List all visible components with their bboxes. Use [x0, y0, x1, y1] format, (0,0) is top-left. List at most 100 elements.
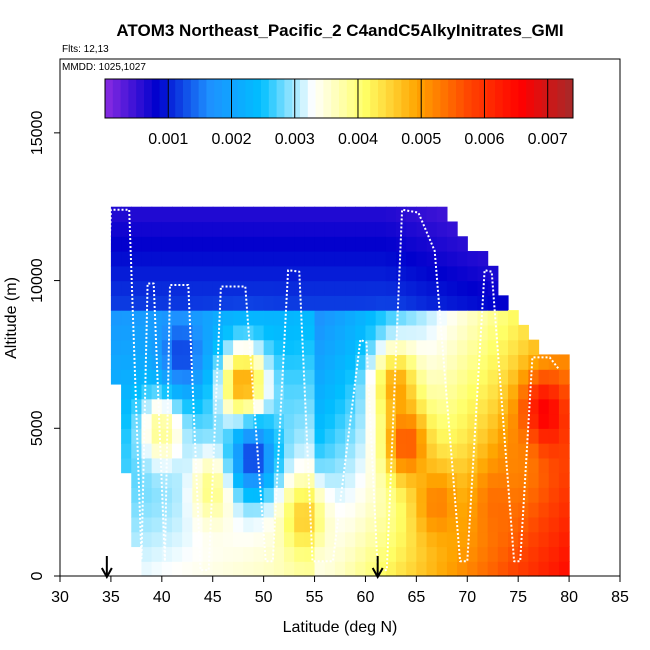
- heatmap-cell: [202, 354, 214, 370]
- heatmap-cell: [151, 251, 163, 267]
- heatmap-cell: [406, 443, 417, 459]
- heatmap-cell: [304, 221, 316, 237]
- heatmap-cell: [314, 251, 326, 267]
- heatmap-cell: [334, 295, 346, 311]
- heatmap-cell: [345, 546, 356, 562]
- heatmap-cell: [151, 502, 163, 518]
- heatmap-cell: [406, 531, 417, 548]
- heatmap-cell: [426, 310, 438, 326]
- heatmap-cell: [508, 339, 519, 356]
- heatmap-cell: [182, 428, 193, 444]
- colorbar-segment: [323, 79, 332, 118]
- colorbar-segment: [261, 79, 270, 118]
- colorbar-segment: [409, 79, 418, 118]
- heatmap-cell: [202, 339, 214, 356]
- heatmap-cell: [558, 516, 570, 533]
- heatmap-cell: [233, 369, 244, 385]
- heatmap-cell: [355, 324, 367, 341]
- colorbar-segment: [315, 79, 324, 118]
- heatmap-cell: [508, 428, 519, 444]
- heatmap-cell: [528, 502, 540, 518]
- heatmap-cell: [365, 398, 377, 415]
- colorbar-segment: [534, 79, 543, 118]
- heatmap-cell: [233, 251, 244, 267]
- heatmap-cell: [487, 457, 499, 474]
- heatmap-cell: [304, 413, 316, 429]
- heatmap-cell: [222, 516, 234, 533]
- heatmap-cell: [141, 546, 153, 562]
- heatmap-cell: [345, 369, 356, 385]
- heatmap-cell: [253, 546, 265, 562]
- heatmap-cell: [528, 457, 540, 474]
- heatmap-cell: [141, 516, 153, 533]
- heatmap-cell: [151, 487, 163, 503]
- heatmap-cell: [406, 487, 417, 503]
- heatmap-cell: [192, 324, 204, 341]
- colorbar-segment: [502, 79, 512, 118]
- heatmap-cell: [477, 546, 489, 562]
- heatmap-cell: [284, 295, 295, 311]
- heatmap-cell: [253, 354, 265, 370]
- heatmap-cell: [385, 531, 397, 548]
- heatmap-cell: [192, 531, 204, 548]
- heatmap-cell: [345, 339, 356, 356]
- heatmap-cell: [222, 369, 234, 385]
- colorbar-segment: [401, 79, 410, 118]
- heatmap-cell: [314, 324, 326, 341]
- heatmap-cell: [487, 354, 499, 370]
- heatmap-cell: [365, 324, 377, 341]
- heatmap-cell: [355, 354, 367, 370]
- heatmap-cell: [436, 206, 448, 223]
- heatmap-cell: [508, 457, 519, 474]
- heatmap-cell: [253, 502, 265, 518]
- heatmap-cell: [141, 428, 153, 444]
- heatmap-cell: [263, 339, 275, 356]
- heatmap-cell: [182, 546, 193, 562]
- heatmap-cell: [202, 251, 214, 267]
- heatmap-cell: [385, 472, 397, 488]
- heatmap-cell: [212, 502, 224, 518]
- heatmap-cell: [243, 206, 255, 223]
- heatmap-cell: [365, 413, 377, 429]
- heatmap-cell: [436, 531, 448, 548]
- heatmap-cell: [385, 221, 397, 237]
- heatmap-cell: [406, 369, 417, 385]
- heatmap-cell: [304, 443, 316, 459]
- heatmap-cell: [253, 516, 265, 533]
- heatmap-cell: [324, 546, 336, 562]
- heatmap-cell: [273, 413, 285, 429]
- heatmap-cell: [345, 265, 356, 282]
- colorbar-segment: [144, 79, 153, 118]
- colorbar-segment: [487, 79, 496, 118]
- heatmap-cell: [508, 531, 519, 548]
- heatmap-cell: [355, 398, 367, 415]
- heatmap-cell: [304, 251, 316, 267]
- heatmap-cell: [212, 280, 224, 296]
- heatmap-cell: [467, 251, 479, 267]
- heatmap-cell: [426, 413, 438, 429]
- heatmap-cell: [497, 443, 509, 459]
- colorbar-segment: [268, 79, 278, 118]
- heatmap-cell: [284, 383, 295, 400]
- heatmap-cell: [273, 265, 285, 282]
- heatmap-cell: [487, 369, 499, 385]
- heatmap-cell: [497, 295, 509, 311]
- heatmap-cell: [222, 251, 234, 267]
- heatmap-cell: [284, 487, 295, 503]
- heatmap-cell: [314, 561, 326, 577]
- heatmap-cell: [222, 324, 234, 341]
- heatmap-cell: [355, 457, 367, 474]
- heatmap-cell: [385, 413, 397, 429]
- heatmap-cell: [518, 369, 529, 385]
- heatmap-cell: [202, 383, 214, 400]
- heatmap-cell: [172, 531, 183, 548]
- heatmap-cell: [497, 369, 509, 385]
- heatmap-cell: [161, 413, 173, 429]
- heatmap-cell: [446, 383, 458, 400]
- heatmap-cell: [253, 339, 265, 356]
- colorbar-segment: [190, 79, 200, 118]
- heatmap-cell: [446, 546, 458, 562]
- heatmap-cell: [487, 502, 499, 518]
- y-tick-label: 10000: [29, 258, 46, 303]
- heatmap-cell: [151, 561, 163, 577]
